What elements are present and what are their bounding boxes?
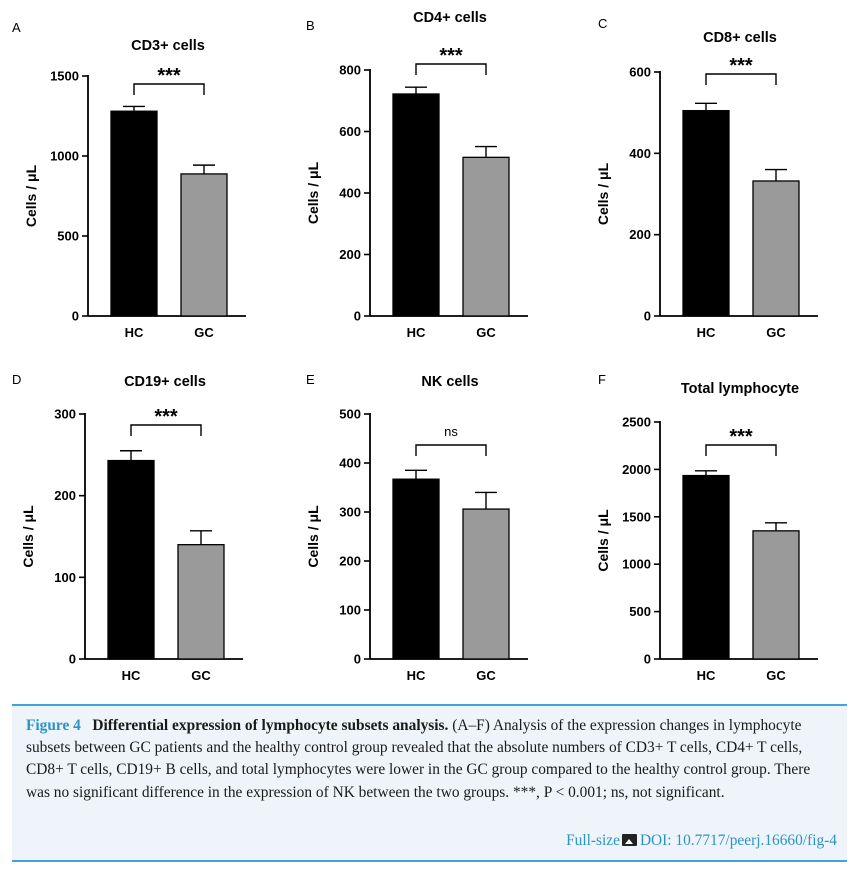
panel-d-title: CD19+ cells — [124, 374, 206, 390]
panel-b-bar-gc — [462, 156, 510, 317]
panel-e-x-tick-label: HC — [407, 668, 426, 683]
panel-e-significance-label: ns — [444, 424, 458, 439]
panel-f-y-axis-label: Cells / μL — [595, 509, 611, 572]
panel-a-significance-label: *** — [157, 65, 181, 87]
figure-label[interactable]: Figure 4 — [26, 717, 81, 734]
panel-f-y-tick-label: 500 — [629, 604, 651, 619]
panel-a-significance-bracket — [133, 83, 205, 95]
panel-b-x-tick-label: GC — [476, 325, 496, 340]
panel-f-bar-hc — [682, 474, 730, 660]
panel-e-y-tick-label: 0 — [354, 652, 361, 667]
figure-title: Differential expression of lymphocyte su… — [92, 717, 449, 734]
figure-caption: Figure 4 Differential expression of lymp… — [12, 704, 847, 862]
panel-c-x-tick-label: HC — [697, 325, 716, 340]
panel-c-title: CD8+ cells — [703, 30, 777, 46]
panel-f-significance-bracket — [705, 444, 777, 456]
panel-a-title: CD3+ cells — [131, 38, 205, 54]
panel-e-y-tick-label: 100 — [339, 603, 361, 618]
panel-f-y-tick-label: 1000 — [622, 557, 651, 572]
panel-b-y-tick-label: 600 — [339, 124, 361, 139]
panel-f-significance-label: *** — [729, 426, 753, 448]
panel-f-y-tick-label: 0 — [644, 652, 651, 667]
panel-e-y-tick-label: 200 — [339, 554, 361, 569]
panel-a-y-tick-label: 0 — [72, 309, 79, 324]
panel-f-letter: F — [598, 372, 606, 387]
panel-a-y-tick-label: 500 — [57, 229, 79, 244]
panel-f-y-tick-label: 2000 — [622, 462, 651, 477]
panel-d-significance-bracket — [130, 424, 202, 436]
panel-c-significance-bracket — [705, 73, 777, 85]
panel-b-x-tick-label: HC — [407, 325, 426, 340]
panel-e-y-tick-label: 400 — [339, 456, 361, 471]
panel-d-y-tick-label: 300 — [54, 407, 76, 422]
panel-a-letter: A — [12, 20, 21, 35]
panel-c-y-tick-label: 200 — [629, 227, 651, 242]
panel-d-bar-hc — [107, 459, 155, 660]
panel-d-bar-gc — [177, 544, 225, 660]
panel-d-significance-label: *** — [154, 406, 178, 428]
panel-b-significance-label: *** — [439, 45, 463, 67]
panel-a-x-tick-label: HC — [125, 325, 144, 340]
panel-d-y-tick-label: 200 — [54, 488, 76, 503]
panel-e-bar-gc — [462, 508, 510, 660]
image-icon[interactable] — [621, 833, 637, 846]
panel-a-bar-gc — [180, 173, 228, 317]
panel-d-letter: D — [12, 372, 21, 387]
panel-e-x-tick-label: GC — [476, 668, 496, 683]
panel-f-y-tick-label: 1500 — [622, 509, 651, 524]
panel-c-bar-hc — [682, 109, 730, 317]
panel-f-x-tick-label: GC — [766, 668, 786, 683]
panel-a-x-tick-label: GC — [194, 325, 214, 340]
panel-c-y-tick-label: 400 — [629, 146, 651, 161]
panel-e-letter: E — [306, 372, 315, 387]
panel-e-y-tick-label: 300 — [339, 505, 361, 520]
panel-a-bar-hc — [110, 110, 158, 317]
panel-b-letter: B — [306, 18, 315, 33]
panel-b-y-axis-label: Cells / μL — [305, 161, 321, 224]
panel-f-x-tick-label: HC — [697, 668, 716, 683]
panel-b-significance-bracket — [415, 63, 487, 75]
panel-b-y-tick-label: 800 — [339, 63, 361, 78]
panel-c-y-axis-label: Cells / μL — [595, 162, 611, 225]
panel-d-y-tick-label: 100 — [54, 570, 76, 585]
panel-a-y-axis-label: Cells / μL — [23, 164, 39, 227]
panel-b-y-tick-label: 200 — [339, 247, 361, 262]
panel-e-y-axis-label: Cells / μL — [305, 505, 321, 568]
panel-e-title: NK cells — [421, 374, 478, 390]
panel-a-y-tick-label: 1500 — [50, 69, 79, 84]
fullsize-link[interactable]: Full-size — [566, 831, 620, 849]
panel-d-x-tick-label: HC — [122, 668, 141, 683]
doi-link[interactable]: DOI: 10.7717/peerj.16660/fig-4 — [639, 831, 837, 849]
panel-b-bar-hc — [392, 93, 440, 317]
panel-f-bar-gc — [752, 530, 800, 660]
panel-c-y-tick-label: 0 — [644, 309, 651, 324]
panel-c-x-tick-label: GC — [766, 325, 786, 340]
panel-c-y-tick-label: 600 — [629, 65, 651, 80]
panel-f-title: Total lymphocyte — [681, 381, 799, 397]
panel-b-y-tick-label: 0 — [354, 309, 361, 324]
panel-e-bar-hc — [392, 478, 440, 660]
panel-a-y-tick-label: 1000 — [50, 149, 79, 164]
panel-d-y-axis-label: Cells / μL — [20, 505, 36, 568]
panel-e-significance-bracket — [415, 444, 487, 456]
panel-d-x-tick-label: GC — [191, 668, 211, 683]
panel-c-significance-label: *** — [729, 55, 753, 77]
panel-b-y-tick-label: 400 — [339, 186, 361, 201]
panel-f-y-tick-label: 2500 — [622, 415, 651, 430]
panel-b-title: CD4+ cells — [413, 10, 487, 26]
caption-footer: Full-size DOI: 10.7717/peerj.16660/fig-4 — [566, 830, 837, 852]
figure-caption-text: (A–F) Analysis of the expression changes… — [26, 717, 811, 801]
panel-e-y-tick-label: 500 — [339, 407, 361, 422]
panel-d-y-tick-label: 0 — [69, 652, 76, 667]
panel-c-bar-gc — [752, 180, 800, 317]
panel-c-letter: C — [598, 16, 607, 31]
